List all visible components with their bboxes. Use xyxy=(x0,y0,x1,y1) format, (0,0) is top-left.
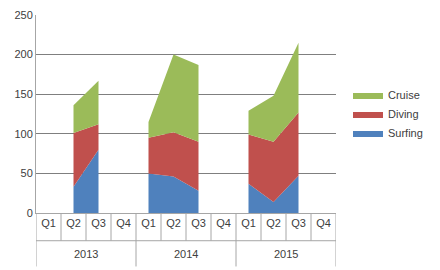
svg-text:Q3: Q3 xyxy=(291,217,306,229)
svg-text:2014: 2014 xyxy=(174,248,198,260)
svg-text:200: 200 xyxy=(14,48,32,60)
svg-text:50: 50 xyxy=(21,167,33,179)
svg-text:Q2: Q2 xyxy=(266,217,281,229)
svg-text:2013: 2013 xyxy=(74,248,98,260)
svg-text:Q2: Q2 xyxy=(66,217,81,229)
svg-text:Surfing: Surfing xyxy=(388,127,423,139)
svg-text:Q3: Q3 xyxy=(191,217,206,229)
svg-text:250: 250 xyxy=(14,9,32,21)
svg-text:150: 150 xyxy=(14,88,32,100)
svg-text:Q1: Q1 xyxy=(41,217,56,229)
svg-text:Q1: Q1 xyxy=(141,217,156,229)
svg-text:Q1: Q1 xyxy=(241,217,256,229)
svg-text:Q4: Q4 xyxy=(116,217,131,229)
svg-text:2015: 2015 xyxy=(274,248,298,260)
svg-text:Q4: Q4 xyxy=(216,217,231,229)
svg-text:Diving: Diving xyxy=(388,108,419,120)
svg-text:Q2: Q2 xyxy=(166,217,181,229)
svg-text:Q4: Q4 xyxy=(316,217,331,229)
svg-text:Q3: Q3 xyxy=(91,217,106,229)
svg-text:0: 0 xyxy=(27,207,33,219)
svg-text:Cruise: Cruise xyxy=(388,89,420,101)
svg-text:100: 100 xyxy=(14,128,32,140)
